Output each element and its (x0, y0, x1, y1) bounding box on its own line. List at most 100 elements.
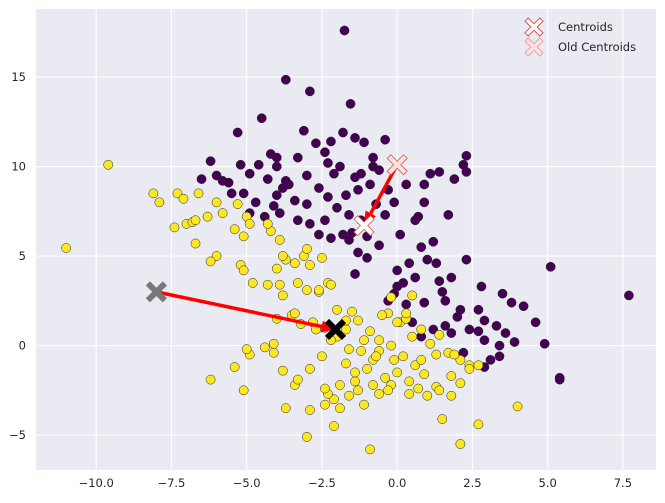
point-0-83 (494, 340, 505, 351)
point-1-138 (371, 351, 381, 362)
point-1-14 (190, 238, 201, 249)
point-0-9 (338, 127, 348, 138)
x-tick-label-0: −10.0 (79, 476, 114, 490)
point-1-117 (416, 355, 427, 365)
point-1-78 (302, 432, 312, 442)
point-0-49 (305, 218, 315, 229)
point-0-134 (494, 351, 505, 362)
legend: Centroids Old Centroids (524, 17, 636, 57)
point-0-66 (410, 272, 421, 283)
point-1-45 (374, 335, 384, 346)
point-0-116 (368, 161, 378, 172)
point-1-89 (422, 390, 433, 401)
point-0-2 (280, 74, 291, 85)
point-0-58 (362, 253, 372, 263)
point-0-14 (253, 159, 264, 170)
point-0-133 (473, 304, 484, 315)
y-tick-label-1: 0 (19, 339, 26, 353)
point-0-34 (323, 192, 333, 202)
point-1-139 (374, 389, 384, 399)
point-1-16 (205, 256, 216, 267)
point-0-114 (268, 201, 279, 211)
point-1-52 (434, 329, 445, 340)
point-1-70 (277, 365, 288, 376)
point-1-75 (205, 374, 216, 385)
point-0-100 (461, 150, 472, 161)
point-0-92 (500, 328, 511, 338)
point-0-12 (380, 134, 390, 145)
point-1-17 (229, 224, 240, 235)
point-0-24 (329, 168, 339, 179)
point-1-82 (350, 376, 360, 387)
point-1-58 (419, 369, 430, 380)
point-0-101 (449, 174, 460, 184)
centroid-marker-0 (353, 215, 375, 237)
point-0-31 (271, 190, 282, 201)
point-0-56 (344, 235, 354, 245)
point-1-85 (386, 340, 396, 351)
point-1-136 (401, 308, 412, 319)
point-0-98 (624, 290, 634, 301)
point-1-107 (289, 308, 300, 319)
point-1-119 (404, 389, 415, 399)
point-1-116 (431, 349, 442, 360)
point-1-87 (404, 376, 415, 387)
point-0-77 (476, 281, 487, 292)
point-1-62 (380, 372, 390, 383)
point-1-112 (377, 310, 387, 320)
point-0-15 (235, 159, 246, 170)
point-0-91 (491, 321, 502, 331)
y-tick-label-0: −5 (9, 428, 26, 442)
point-0-109 (302, 199, 312, 209)
point-1-63 (368, 380, 378, 390)
point-1-11 (169, 222, 180, 233)
point-1-77 (280, 403, 291, 414)
point-0-125 (554, 372, 565, 383)
y-tick-label-2: 5 (19, 249, 26, 263)
point-0-84 (479, 335, 490, 346)
point-1-5 (178, 193, 189, 204)
point-1-8 (217, 208, 228, 218)
point-0-63 (416, 242, 427, 252)
point-0-64 (404, 258, 415, 269)
point-1-25 (305, 260, 315, 270)
point-1-102 (341, 358, 351, 369)
point-1-96 (473, 419, 484, 430)
point-0-38 (419, 179, 430, 190)
point-0-60 (395, 229, 406, 240)
point-1-111 (347, 306, 357, 317)
point-1-9 (232, 199, 243, 209)
point-0-1 (345, 99, 356, 109)
point-1-80 (365, 444, 375, 455)
point-0-21 (368, 152, 378, 163)
point-0-126 (271, 152, 282, 163)
point-0-80 (518, 301, 529, 312)
point-1-68 (305, 405, 315, 415)
point-1-92 (455, 378, 466, 389)
x-tick-label-2: −5.0 (233, 476, 261, 490)
point-1-101 (292, 374, 303, 385)
point-0-40 (419, 197, 430, 208)
point-1-129 (314, 285, 324, 295)
point-1-30 (292, 278, 303, 288)
point-1-99 (317, 351, 327, 362)
point-0-72 (419, 297, 430, 308)
point-1-74 (229, 362, 240, 372)
point-0-108 (344, 210, 354, 220)
point-0-102 (461, 167, 472, 177)
point-0-73 (401, 299, 412, 310)
point-1-108 (274, 279, 285, 290)
point-0-69 (446, 272, 457, 283)
point-1-113 (386, 292, 396, 303)
point-1-49 (407, 331, 418, 342)
x-tick-label-4: 0.0 (388, 476, 406, 490)
point-1-98 (437, 414, 448, 424)
point-0-57 (353, 247, 363, 258)
point-1-124 (359, 335, 369, 346)
point-0-111 (196, 174, 207, 184)
y-tick-label-4: 15 (11, 70, 26, 84)
point-0-30 (238, 188, 249, 199)
point-1-79 (329, 421, 339, 431)
